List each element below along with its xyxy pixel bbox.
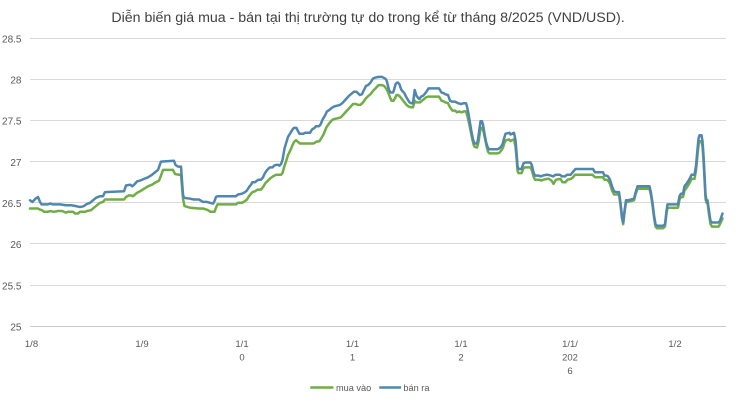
svg-text:1/1/: 1/1/ [562,339,578,350]
svg-text:25: 25 [10,322,22,333]
svg-text:1/8: 1/8 [25,339,38,350]
svg-text:28: 28 [10,76,22,87]
svg-text:1: 1 [350,352,355,363]
svg-text:26: 26 [10,240,22,251]
svg-text:1/9: 1/9 [135,339,148,350]
svg-text:6: 6 [567,366,572,377]
svg-text:26.5: 26.5 [2,199,22,210]
svg-text:mua vào: mua vào [336,383,371,393]
svg-text:27: 27 [10,158,22,169]
svg-text:1/1: 1/1 [235,339,248,350]
svg-text:25.5: 25.5 [2,281,22,292]
svg-text:1/2: 1/2 [668,339,681,350]
svg-text:202: 202 [562,352,578,363]
svg-text:bán ra: bán ra [403,383,430,393]
svg-text:1/1: 1/1 [454,339,467,350]
svg-text:Diễn biến giá mua - bán tại th: Diễn biến giá mua - bán tại thị trường t… [111,9,624,26]
svg-text:1/1: 1/1 [346,339,359,350]
svg-text:2: 2 [458,352,463,363]
svg-text:27.5: 27.5 [2,117,22,128]
svg-text:0: 0 [239,352,244,363]
svg-text:28.5: 28.5 [2,34,22,45]
